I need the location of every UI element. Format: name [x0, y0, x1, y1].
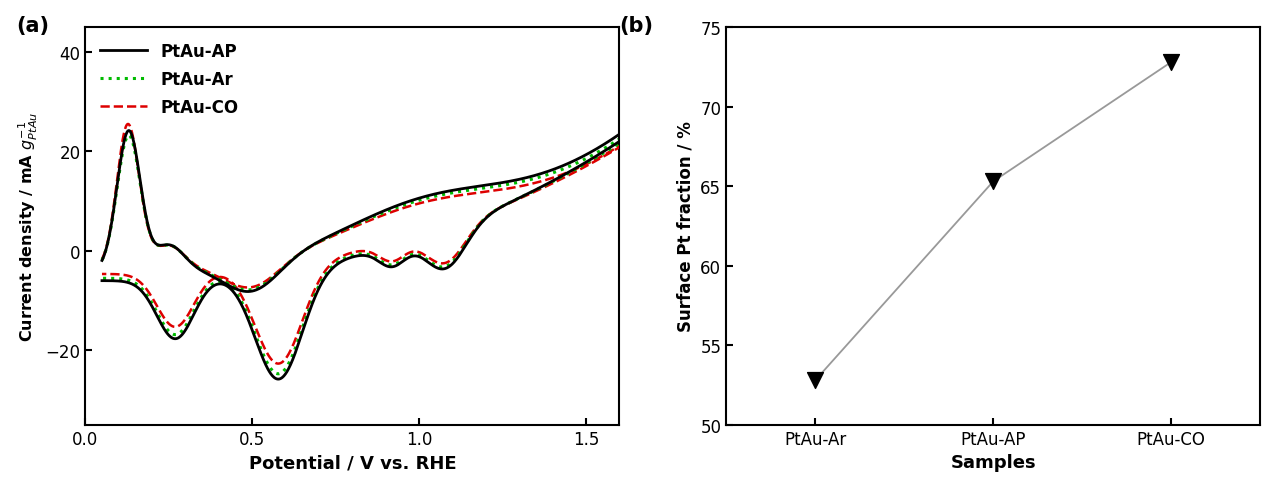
Text: (b): (b) [619, 16, 654, 36]
Y-axis label: Current density / mA $g_{PtAu}^{-1}$: Current density / mA $g_{PtAu}^{-1}$ [17, 112, 40, 342]
X-axis label: Potential / V vs. RHE: Potential / V vs. RHE [249, 453, 456, 471]
Point [983, 178, 1004, 186]
X-axis label: Samples: Samples [950, 453, 1036, 471]
Point [805, 377, 825, 385]
Point [1161, 59, 1181, 67]
Text: (a): (a) [15, 16, 49, 36]
Y-axis label: Surface Pt fraction / %: Surface Pt fraction / % [677, 121, 695, 332]
Legend: PtAu-AP, PtAu-Ar, PtAu-CO: PtAu-AP, PtAu-Ar, PtAu-CO [93, 36, 245, 123]
